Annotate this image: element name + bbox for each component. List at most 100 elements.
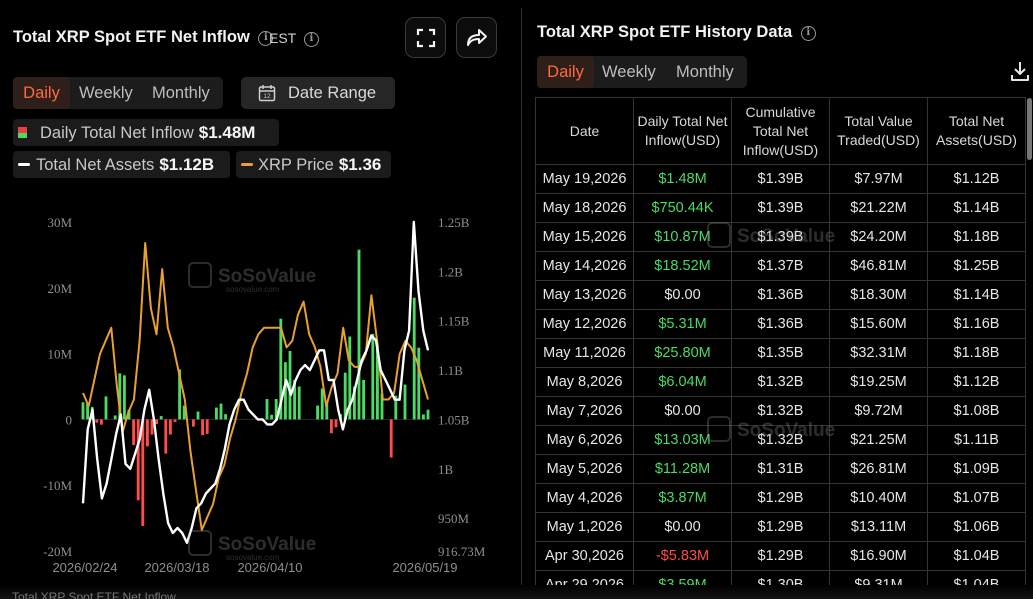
tab-monthly[interactable]: Monthly [152,84,210,102]
inflow-bar [214,407,218,420]
table-row[interactable]: May 14,2026 $18.52M $1.37B $46.81M $1.25B [535,251,1026,281]
legend-price-label: XRP Price [258,156,334,174]
info-icon[interactable]: i [800,26,816,41]
tab-daily[interactable]: Daily [13,77,70,109]
legend-inflow[interactable]: Daily Total Net Inflow $1.48M [13,119,279,146]
column-header[interactable]: Cumulative Total Net Inflow(USD) [731,97,830,165]
table-row[interactable]: May 12,2026 $5.31M $1.36B $15.60M $1.16B [535,309,1026,339]
inflow-bar [329,419,333,434]
table-row[interactable]: May 4,2026 $3.87M $1.29B $10.40M $1.07B [535,483,1026,513]
inflow-bar [265,399,269,420]
table-row[interactable]: May 15,2026 $10.87M $1.39B $24.20M $1.18B [535,222,1026,252]
inflow-bar [389,419,393,458]
table-row[interactable]: May 19,2026 $1.48M $1.39B $7.97M $1.12B [535,164,1026,194]
table-cell: $7.97M [829,164,928,194]
tab-daily[interactable]: Daily [537,56,594,88]
tab-weekly[interactable]: Weekly [602,63,656,81]
assets-line [81,220,430,544]
legend-assets-value: $1.12B [159,155,215,174]
inflow-bar [127,409,131,420]
table-cell: $1.18B [927,338,1026,368]
table-cell: $10.87M [633,222,732,252]
table-row[interactable]: May 5,2026 $11.28M $1.31B $26.81M $1.09B [535,454,1026,484]
date-range-button[interactable]: 12 Date Range [241,77,395,109]
inflow-bar [362,379,366,420]
info-icon[interactable]: i [303,32,319,47]
inflow-bar [168,419,172,435]
table-row[interactable]: May 7,2026 $0.00 $1.32B $9.72M $1.08B [535,396,1026,426]
table-row[interactable]: May 18,2026 $750.44K $1.39B $21.22M $1.14B [535,193,1026,223]
table-cell: May 6,2026 [535,425,634,455]
x-tick-label: 2026/04/10 [237,560,302,575]
table-cell: $1.08B [927,396,1026,426]
download-icon[interactable] [1010,60,1030,82]
table-cell: $1.32B [731,425,830,455]
table-cell: $1.18B [927,222,1026,252]
history-title: Total XRP Spot ETF History Data i [537,23,816,42]
chart-period-tabs: Daily Weekly Monthly [13,77,223,109]
calendar-icon: 12 [258,85,276,102]
table-cell: $0.00 [633,396,732,426]
table-cell: $26.81M [829,454,928,484]
history-period-tabs: Daily Weekly Monthly [537,56,747,88]
footer-text: Total XRP Spot ETF Net Inflow [12,590,176,599]
table-cell: -$5.83M [633,541,732,571]
inflow-bar [293,379,297,420]
table-row[interactable]: May 1,2026 $0.00 $1.29B $13.11M $1.06B [535,512,1026,542]
inflow-bar [155,419,159,425]
table-row[interactable]: May 8,2026 $6.04M $1.32B $19.25M $1.12B [535,367,1026,397]
tab-weekly[interactable]: Weekly [79,84,133,102]
panel-divider [521,8,522,599]
table-cell: $1.39B [731,193,830,223]
table-cell: $6.04M [633,367,732,397]
inflow-bar [375,345,379,420]
inflow-bar [159,416,163,420]
y-right-tick-label: 916.73M [438,544,486,559]
inflow-bar [357,249,361,420]
table-cell: May 5,2026 [535,454,634,484]
column-header[interactable]: Total Value Traded(USD) [829,97,928,165]
column-header[interactable]: Total Net Assets(USD) [927,97,1026,165]
y-right-tick-label: 1.1B [438,363,463,378]
inflow-bar [320,388,324,420]
fullscreen-icon [416,28,435,47]
inflow-bar [205,419,209,434]
table-cell: $25.80M [633,338,732,368]
legend-price[interactable]: XRP Price $1.36 [236,151,391,178]
legend-assets-label: Total Net Assets [36,156,155,174]
share-button[interactable] [456,17,497,58]
inflow-chart-panel: Total XRP Spot ETF Net Inflow i EST i Da… [13,17,497,575]
table-row[interactable]: May 6,2026 $13.03M $1.32B $21.25M $1.11B [535,425,1026,455]
table-cell: $1.29B [731,512,830,542]
table-cell: $11.28M [633,454,732,484]
info-icon[interactable]: i [258,31,274,46]
inflow-bar [173,419,177,423]
timezone-label[interactable]: EST i [269,30,319,47]
column-header[interactable]: Date [535,97,634,165]
table-scrollbar[interactable] [1027,98,1032,160]
inflow-bar [136,419,140,501]
assets-swatch [18,163,30,166]
inflow-bar [334,419,338,428]
table-cell: $750.44K [633,193,732,223]
fullscreen-button[interactable] [405,17,446,58]
inflow-bar [182,405,186,420]
table-row[interactable]: May 13,2026 $0.00 $1.36B $18.30M $1.14B [535,280,1026,310]
table-cell: $1.25B [927,251,1026,281]
column-header[interactable]: Daily Total Net Inflow(USD) [633,97,732,165]
table-row[interactable]: May 11,2026 $25.80M $1.35B $32.31M $1.18B [535,338,1026,368]
legend-assets[interactable]: Total Net Assets $1.12B [13,151,230,178]
history-panel: Total XRP Spot ETF History Data i Daily … [522,0,1033,599]
inflow-bar [81,402,85,420]
table-cell: $1.11B [927,425,1026,455]
bottom-fade [0,585,1033,599]
tab-monthly[interactable]: Monthly [676,63,734,81]
table-cell: $18.52M [633,251,732,281]
table-cell: $1.14B [927,193,1026,223]
table-row[interactable]: Apr 30,2026 -$5.83M $1.29B $16.90M $1.04B [535,541,1026,571]
inflow-bar [283,362,287,420]
inflow-bar [279,318,283,420]
table-cell: $1.07B [927,483,1026,513]
inflow-bar [343,372,347,420]
inflow-bar [421,414,425,420]
